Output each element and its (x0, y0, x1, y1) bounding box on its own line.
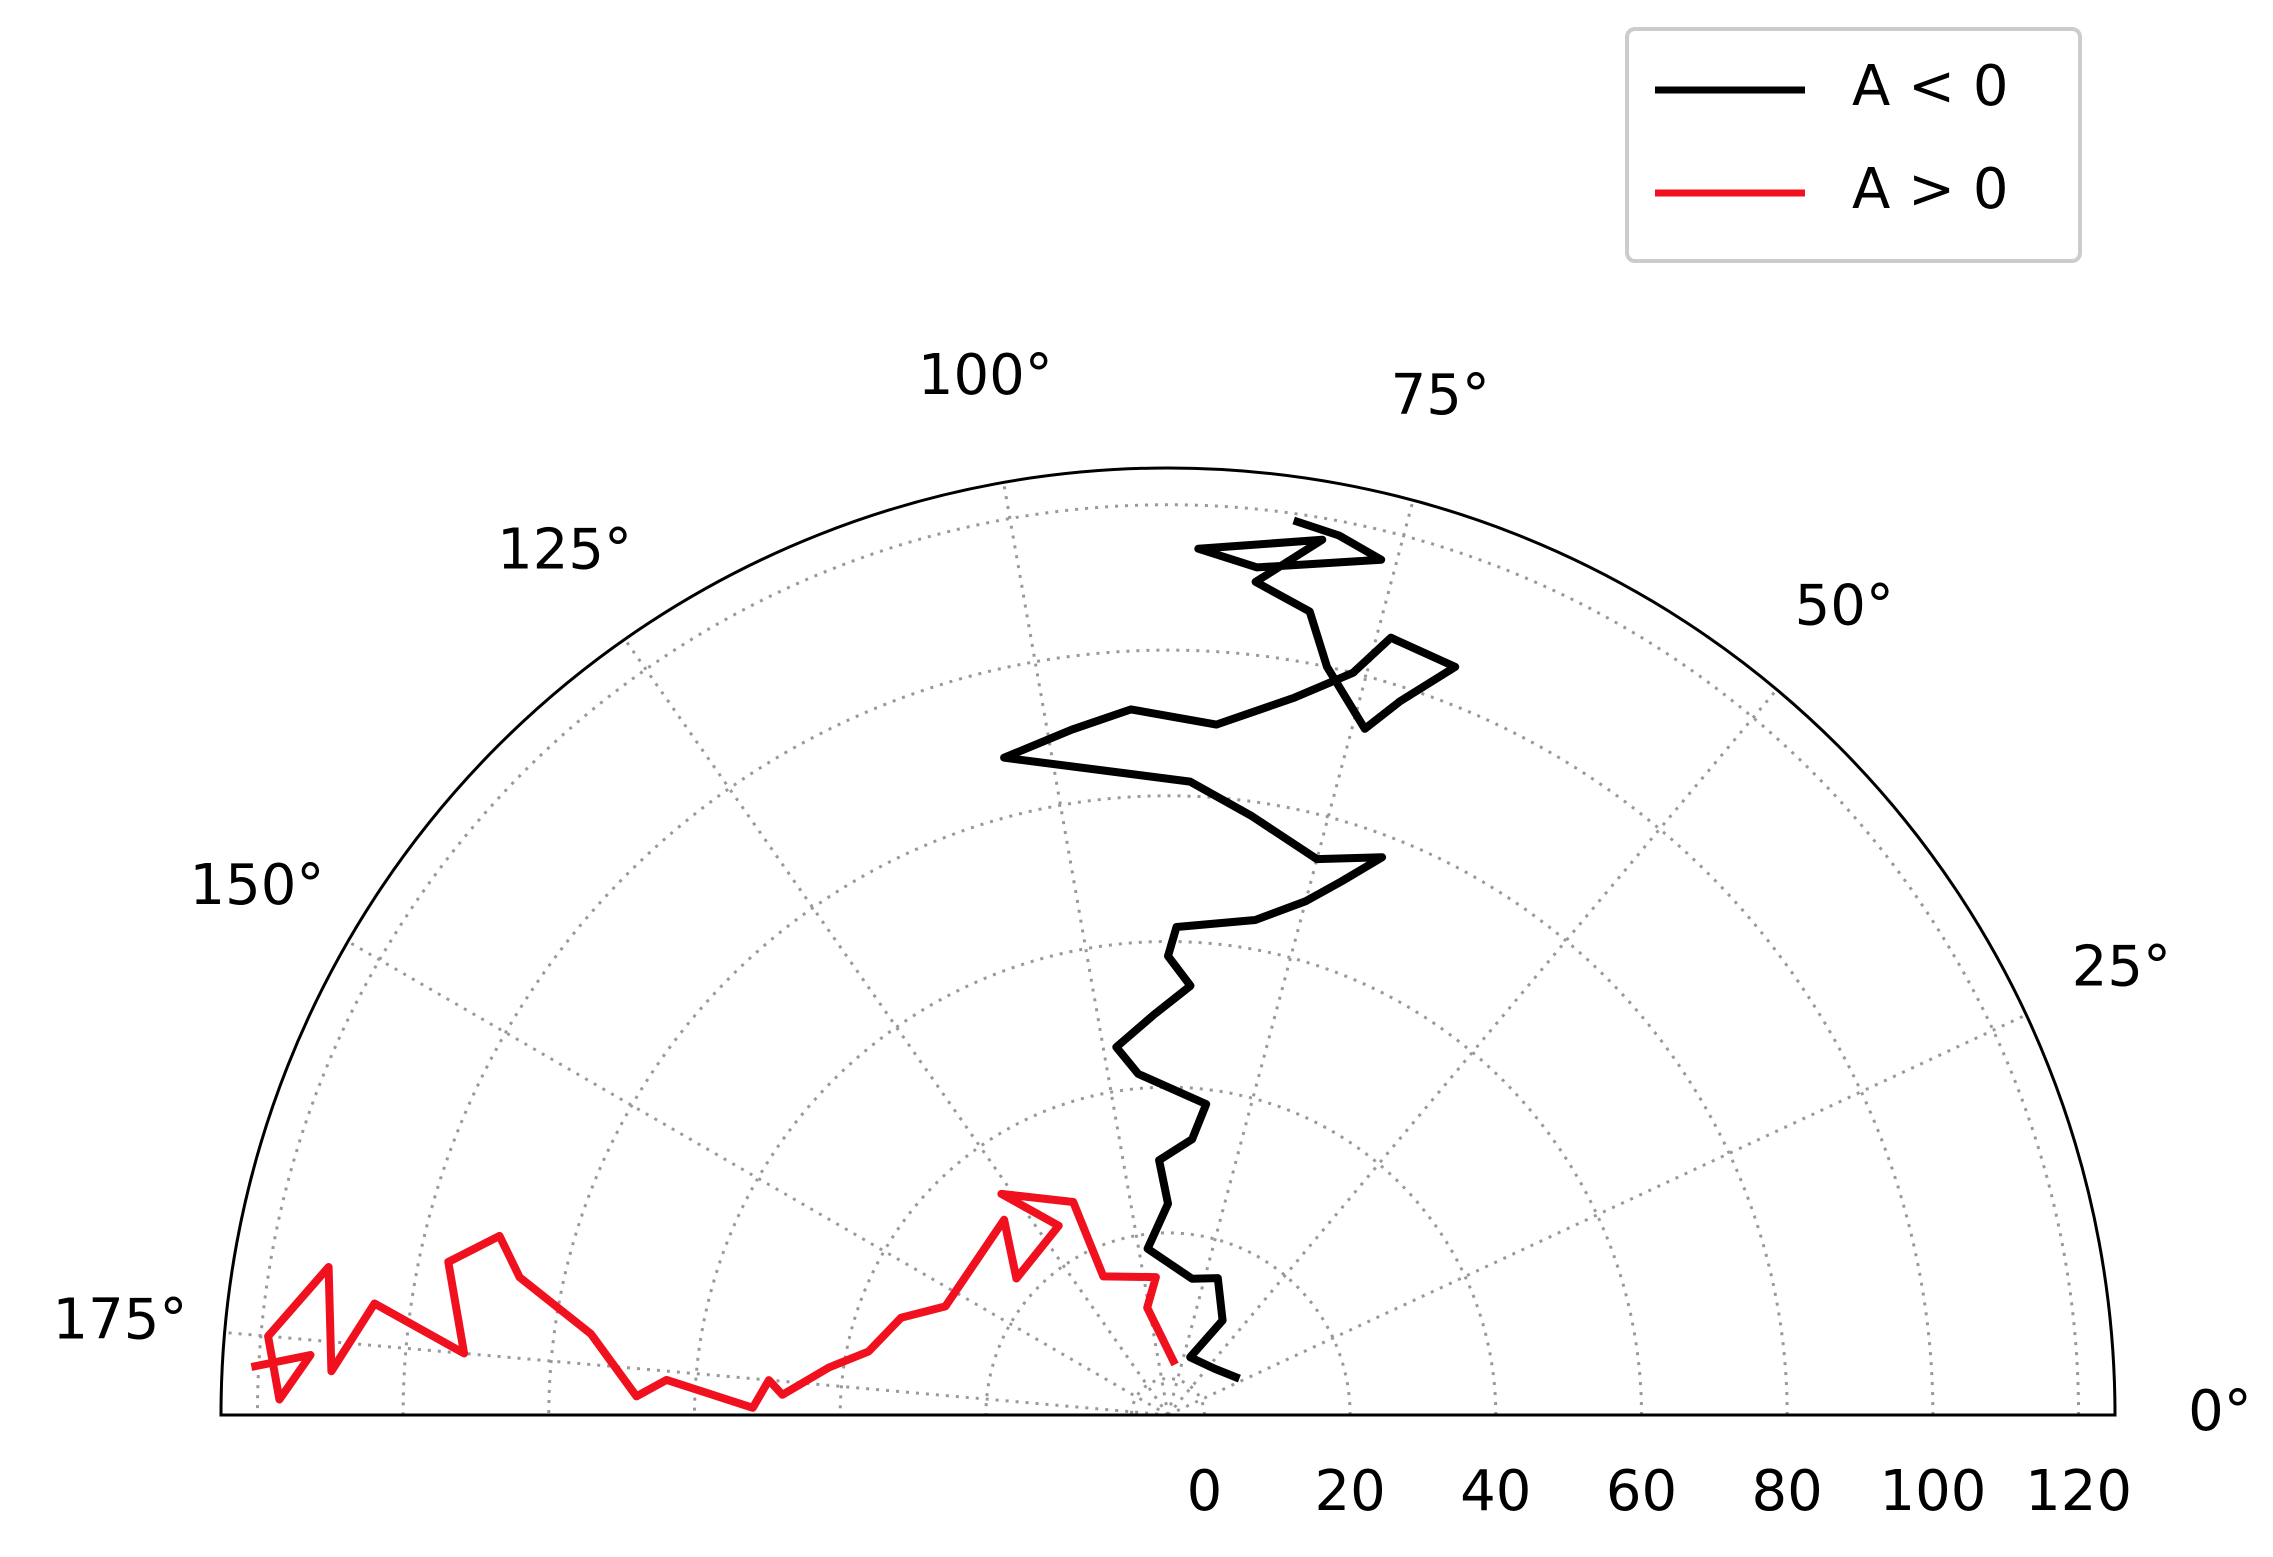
legend-label: A > 0 (1852, 157, 2008, 222)
r-grid-line (838, 1085, 1498, 1416)
theta-tick-label: 125° (497, 517, 632, 582)
polar-frame (219, 466, 2117, 1417)
theta-grid-line (1166, 688, 1778, 1416)
theta-grid-line (347, 940, 1169, 1417)
r-tick-label: 60 (1606, 1459, 1677, 1524)
r-grid-line (693, 940, 1643, 1416)
theta-grid-line (224, 1330, 1169, 1417)
theta-tick-label: 0° (2188, 1379, 2252, 1444)
theta-tick-label: 100° (918, 343, 1053, 408)
theta-tick-label: 50° (1795, 573, 1894, 638)
r-grid-line (255, 502, 2081, 1416)
r-grid-line (549, 796, 1787, 1415)
legend-label: A < 0 (1852, 54, 2008, 119)
theta-tick-label: 75° (1391, 363, 1490, 428)
r-tick-label: 20 (1314, 1459, 1385, 1524)
r-tick-label: 80 (1752, 1459, 1823, 1524)
r-tick-label: 120 (2025, 1459, 2132, 1524)
r-tick-label: 0 (1187, 1459, 1223, 1524)
theta-tick-label: 175° (53, 1287, 188, 1352)
r-tick-label: 100 (1879, 1459, 1986, 1524)
theta-tick-label: 150° (189, 853, 324, 918)
theta-grid-line (1167, 1013, 2027, 1417)
r-tick-label: 40 (1460, 1459, 1531, 1524)
series-line (250, 1189, 1179, 1412)
r-grid-line (403, 650, 1933, 1415)
series-line (1000, 516, 1460, 1383)
theta-tick-label: 25° (2072, 935, 2171, 1000)
